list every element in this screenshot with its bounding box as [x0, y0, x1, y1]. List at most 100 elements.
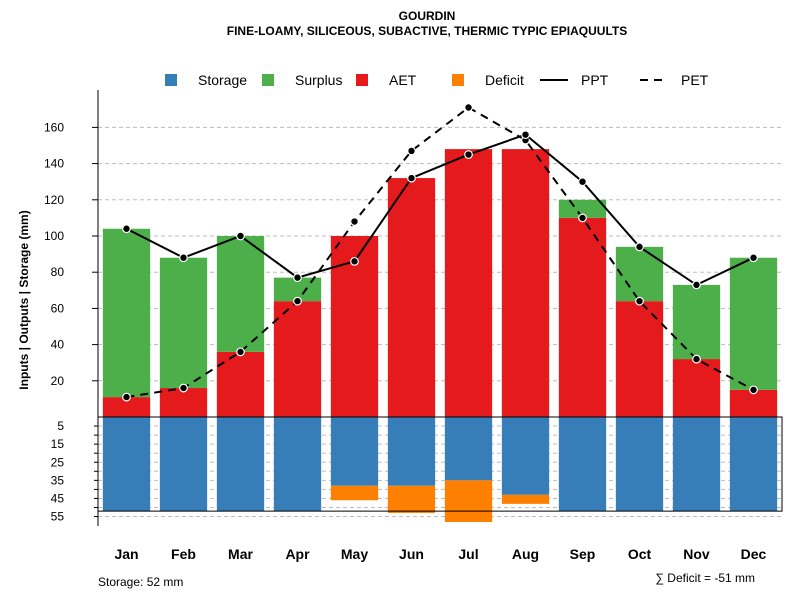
ppt-point — [749, 253, 758, 263]
y-tick-label: 60 — [51, 301, 65, 315]
aet-bar — [387, 178, 436, 417]
surplus-bar — [216, 236, 265, 352]
x-tick-label: Jan — [114, 546, 138, 562]
pet-point — [236, 347, 245, 357]
legend-label-storage: Storage — [198, 72, 247, 88]
ppt-point — [179, 253, 188, 263]
surplus-bar — [558, 199, 607, 218]
pet-point — [122, 392, 131, 402]
surplus-bar — [672, 284, 721, 360]
storage-bar — [501, 417, 550, 495]
x-tick-label: Mar — [228, 546, 253, 562]
gridlines — [98, 126, 782, 518]
storage-bar — [216, 417, 265, 512]
y-tick-label: 25 — [51, 455, 65, 469]
deficit-bar — [387, 485, 436, 513]
aet-bar — [672, 359, 721, 417]
legend-swatch-deficit — [452, 74, 464, 86]
storage-bar — [672, 417, 721, 512]
deficit-bar — [330, 485, 379, 501]
y-tick-label: 40 — [51, 338, 65, 352]
storage-bar — [159, 417, 208, 512]
legend-label-ppt: PPT — [581, 72, 609, 88]
y-tick-label: 100 — [44, 229, 64, 243]
aet-bar — [216, 351, 265, 417]
legend-swatch-surplus — [262, 74, 274, 86]
ppt-point — [293, 273, 302, 283]
x-tick-label: Apr — [285, 546, 310, 562]
lines — [122, 103, 758, 402]
legend-swatch-storage — [165, 74, 177, 86]
y-tick-label: 120 — [44, 193, 64, 207]
y-tick-label: 20 — [51, 374, 65, 388]
ppt-point — [578, 177, 587, 187]
legend-label-pet: PET — [681, 72, 709, 88]
storage-bar — [387, 417, 436, 486]
y-axis-label: Inputs | Outputs | Storage (mm) — [17, 210, 31, 389]
chart-title: GOURDIN — [399, 9, 456, 23]
legend-label-aet: AET — [389, 72, 417, 88]
legend-label-surplus: Surplus — [295, 72, 342, 88]
aet-bar — [501, 149, 550, 417]
pet-point — [578, 213, 587, 223]
x-tick-label: Sep — [570, 546, 596, 562]
pet-point — [749, 385, 758, 395]
y-tick-label: 80 — [51, 265, 65, 279]
ppt-point — [407, 173, 416, 183]
storage-bar — [615, 417, 664, 512]
ppt-point — [692, 280, 701, 290]
legend-swatch-aet — [356, 74, 368, 86]
y-tick-label: 140 — [44, 157, 64, 171]
deficit-bar — [501, 494, 550, 504]
ppt-line — [126, 133, 754, 287]
storage-bar — [444, 417, 493, 481]
x-tick-label: Feb — [171, 546, 196, 562]
pet-point — [179, 383, 188, 393]
x-tick-label: Jul — [458, 546, 478, 562]
aet-bar — [273, 301, 322, 417]
x-tick-label: Oct — [628, 546, 652, 562]
storage-bar — [330, 417, 379, 486]
surplus-bar — [729, 257, 778, 390]
x-tick-label: Dec — [741, 546, 767, 562]
surplus-bar — [159, 257, 208, 389]
aet-bar — [102, 397, 151, 417]
deficit-note: ∑ Deficit = -51 mm — [655, 571, 755, 585]
legend: Storage Surplus AET Deficit PPT PET — [165, 72, 709, 88]
ppt-point — [464, 150, 473, 159]
surplus-bar — [273, 277, 322, 302]
chart-subtitle: FINE-LOAMY, SILICEOUS, SUBACTIVE, THERMI… — [227, 24, 627, 38]
ppt-point — [122, 224, 131, 234]
aet-bar — [444, 149, 493, 417]
pet-point — [464, 103, 473, 112]
ppt-point — [350, 256, 359, 266]
y-tick-label: 55 — [51, 510, 65, 524]
storage-bar — [102, 417, 151, 512]
storage-note: Storage: 52 mm — [98, 575, 183, 589]
deficit-bar — [444, 480, 493, 522]
x-tick-label: Aug — [512, 546, 539, 562]
surplus-bar — [102, 228, 151, 398]
aet-bar — [615, 301, 664, 417]
surplus-bar — [615, 246, 664, 302]
ppt-point — [521, 130, 530, 140]
pet-point — [407, 146, 416, 156]
pet-point — [635, 296, 644, 306]
ppt-point — [236, 231, 245, 241]
axes: 20 40 60 80 100 120 140 160 5 15 25 35 45 55 Jan Feb Mar… — [44, 90, 767, 562]
storage-bar — [729, 417, 778, 512]
storage-bar — [273, 417, 322, 512]
pet-line — [126, 106, 754, 399]
x-tick-label: Jun — [399, 546, 424, 562]
y-tick-label: 45 — [51, 491, 65, 505]
y-tick-label: 160 — [44, 120, 64, 134]
pet-point — [293, 296, 302, 306]
legend-label-deficit: Deficit — [485, 72, 524, 88]
aet-bar — [159, 388, 208, 417]
aet-bar — [729, 389, 778, 417]
pet-point — [350, 217, 359, 226]
aet-bar — [558, 217, 607, 417]
x-tick-label: May — [341, 546, 368, 562]
pet-point — [692, 354, 701, 364]
